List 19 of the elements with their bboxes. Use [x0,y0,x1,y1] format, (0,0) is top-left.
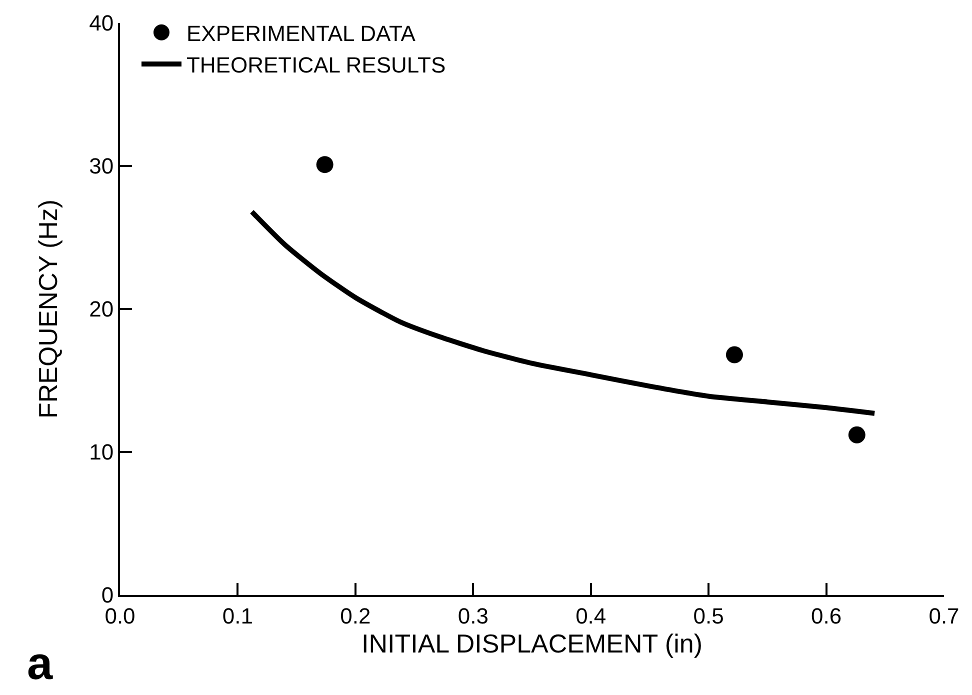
point [848,426,866,444]
y-tick-label: 30 [89,154,114,179]
x-tick-label: 0.4 [576,603,606,628]
legend-label: THEORETICAL RESULTS [186,52,446,78]
x-tick-label: 0.5 [693,603,724,628]
point [316,156,334,174]
y-tick-label: 10 [89,440,114,465]
x-tick-label: 0.7 [928,603,960,628]
x-tick-label: 0.6 [810,603,842,628]
y-axis-title: FREQUENCY (Hz) [33,199,63,419]
x-tick-label: 0.3 [458,603,488,628]
text: a [27,637,53,689]
x-tick-label: 0.2 [340,603,371,628]
y-tick-label: 40 [89,10,114,36]
x-tick-label: 0.1 [222,603,254,628]
point [726,346,743,364]
y-tick-label: 20 [89,296,114,322]
x-axis-title: INITIAL DISPLACEMENT (in) [362,628,702,658]
legend-label: EXPERIMENTAL DATA [186,20,416,46]
